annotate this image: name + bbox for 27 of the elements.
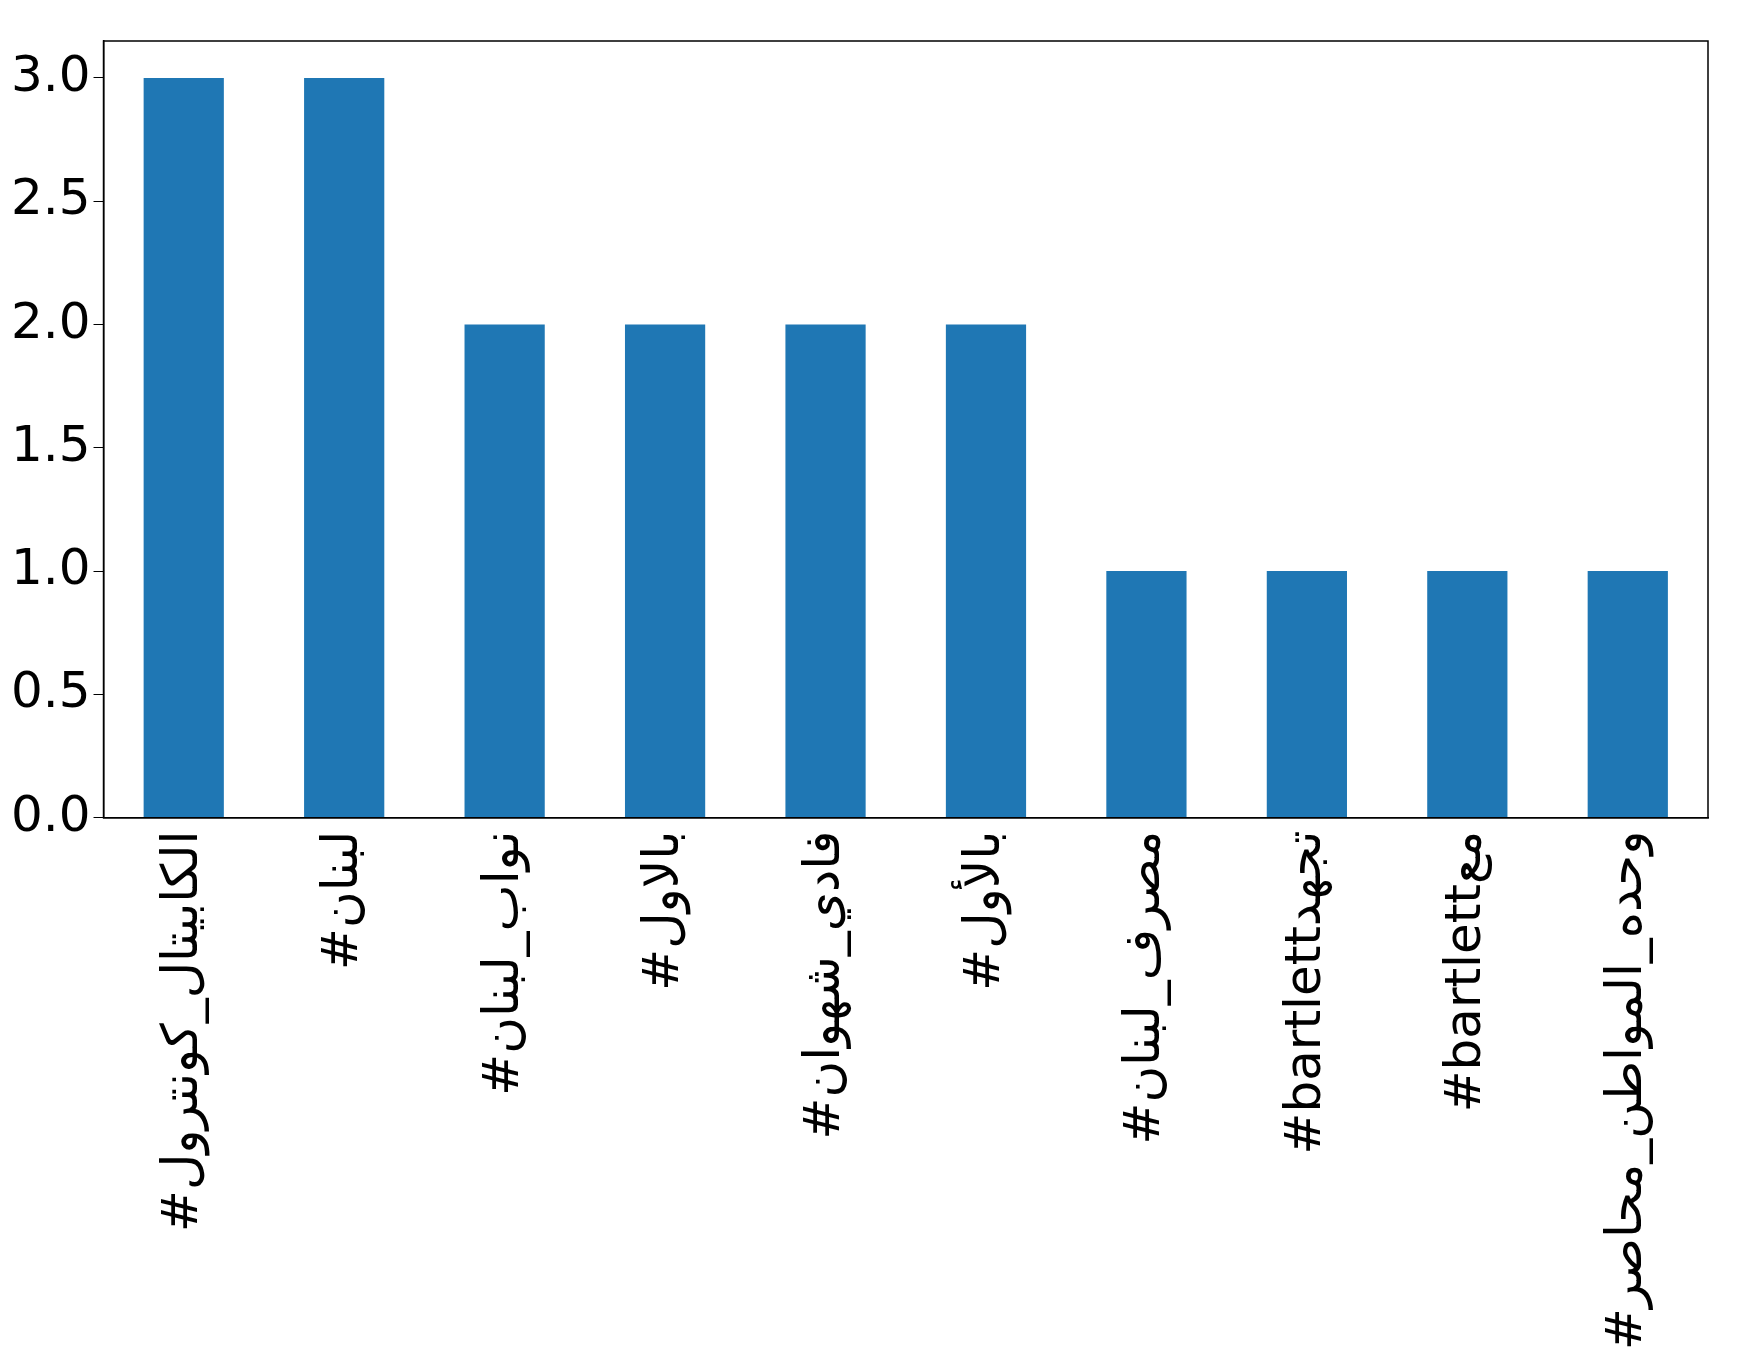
y-tick-label: 3.0 bbox=[10, 44, 91, 103]
x-tick-label: #الكابيتال_كونترول bbox=[150, 830, 210, 1232]
y-tick-label: 2.5 bbox=[10, 168, 91, 227]
bar bbox=[304, 77, 385, 818]
y-tick-label: 0.0 bbox=[10, 784, 91, 843]
x-tick-label: #بالأول bbox=[950, 830, 1012, 991]
y-tick-label: 0.5 bbox=[10, 661, 91, 720]
bar bbox=[624, 324, 706, 818]
x-tick-label: #مصرف_لبنان bbox=[1113, 830, 1172, 1145]
y-tick-label: 1.0 bbox=[10, 538, 91, 597]
bar bbox=[1587, 571, 1668, 818]
bar bbox=[1266, 571, 1347, 818]
x-tick-label: #bartlettمع bbox=[1434, 830, 1494, 1113]
bar bbox=[1106, 571, 1187, 818]
y-tick-label: 2.0 bbox=[10, 291, 91, 350]
x-tick-label: #لبنان bbox=[311, 830, 370, 970]
x-tick-label: #bartlettتجهد bbox=[1273, 830, 1333, 1155]
x-tick-label: #نواب_لبنان bbox=[471, 830, 530, 1096]
bar bbox=[945, 324, 1027, 818]
bar bbox=[143, 77, 224, 818]
x-tick-label: #فادي_شهوان bbox=[792, 830, 852, 1140]
x-tick-label: #بالاول bbox=[632, 830, 692, 991]
y-tick-label: 1.5 bbox=[10, 414, 91, 473]
bar bbox=[1427, 571, 1508, 818]
bar bbox=[464, 324, 545, 818]
bar bbox=[785, 324, 866, 818]
x-tick-label: #وحده_المواطن_محاصر bbox=[1594, 830, 1654, 1351]
